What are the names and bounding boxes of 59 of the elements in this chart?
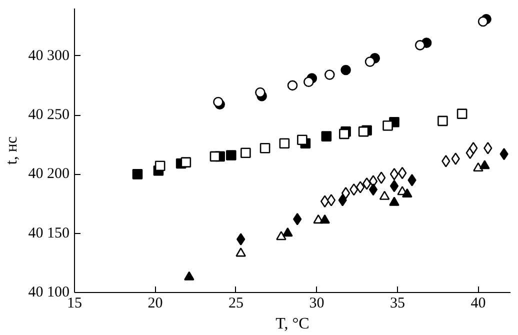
point (339, 128, 350, 140)
point (240, 148, 251, 158)
point (390, 180, 399, 192)
x-tick-label: 15 (67, 296, 82, 312)
point (154, 160, 166, 172)
point (338, 194, 347, 206)
point (276, 231, 286, 240)
y-tick-label: 40 300 (28, 48, 70, 64)
y-tick-label: 40 100 (28, 284, 70, 300)
point (304, 76, 314, 88)
point (442, 155, 450, 168)
x-axis-title: T, °C (276, 316, 310, 332)
point (456, 108, 468, 119)
point (321, 131, 332, 142)
x-tick-label: 30 (309, 296, 324, 312)
point (226, 150, 236, 160)
point (236, 233, 246, 246)
point (213, 96, 224, 108)
point (210, 151, 220, 162)
point (480, 160, 490, 170)
point (398, 166, 407, 180)
point (356, 181, 365, 194)
point (255, 87, 266, 98)
point (236, 248, 246, 257)
y-tick-label: 40 250 (28, 107, 70, 123)
point (180, 157, 192, 168)
point (451, 152, 460, 165)
y-axis-title: t, нс (3, 136, 20, 165)
y-tick-label: 40 150 (28, 225, 70, 242)
point (297, 134, 308, 145)
point (368, 183, 378, 196)
point (260, 142, 270, 154)
point (402, 188, 412, 198)
point (320, 214, 330, 224)
point (478, 16, 488, 27)
point (132, 169, 143, 180)
point (320, 195, 330, 208)
x-tick-label: 20 (148, 296, 163, 312)
point (279, 138, 290, 149)
x-tick-label: 40 (470, 296, 486, 312)
point (377, 172, 386, 184)
x-tick-label: 25 (228, 296, 244, 312)
point (438, 116, 448, 126)
point (389, 196, 400, 206)
point (184, 271, 194, 280)
point (362, 177, 372, 190)
point (390, 168, 399, 180)
point (358, 126, 369, 137)
point (287, 80, 298, 91)
point (364, 56, 376, 67)
x-tick-label: 35 (390, 296, 405, 312)
point (473, 162, 484, 172)
point (341, 186, 350, 200)
point (326, 194, 336, 206)
y-tick-label: 40 200 (28, 166, 70, 182)
point (282, 227, 293, 237)
point (382, 120, 393, 131)
point (379, 190, 390, 200)
point (340, 64, 351, 76)
